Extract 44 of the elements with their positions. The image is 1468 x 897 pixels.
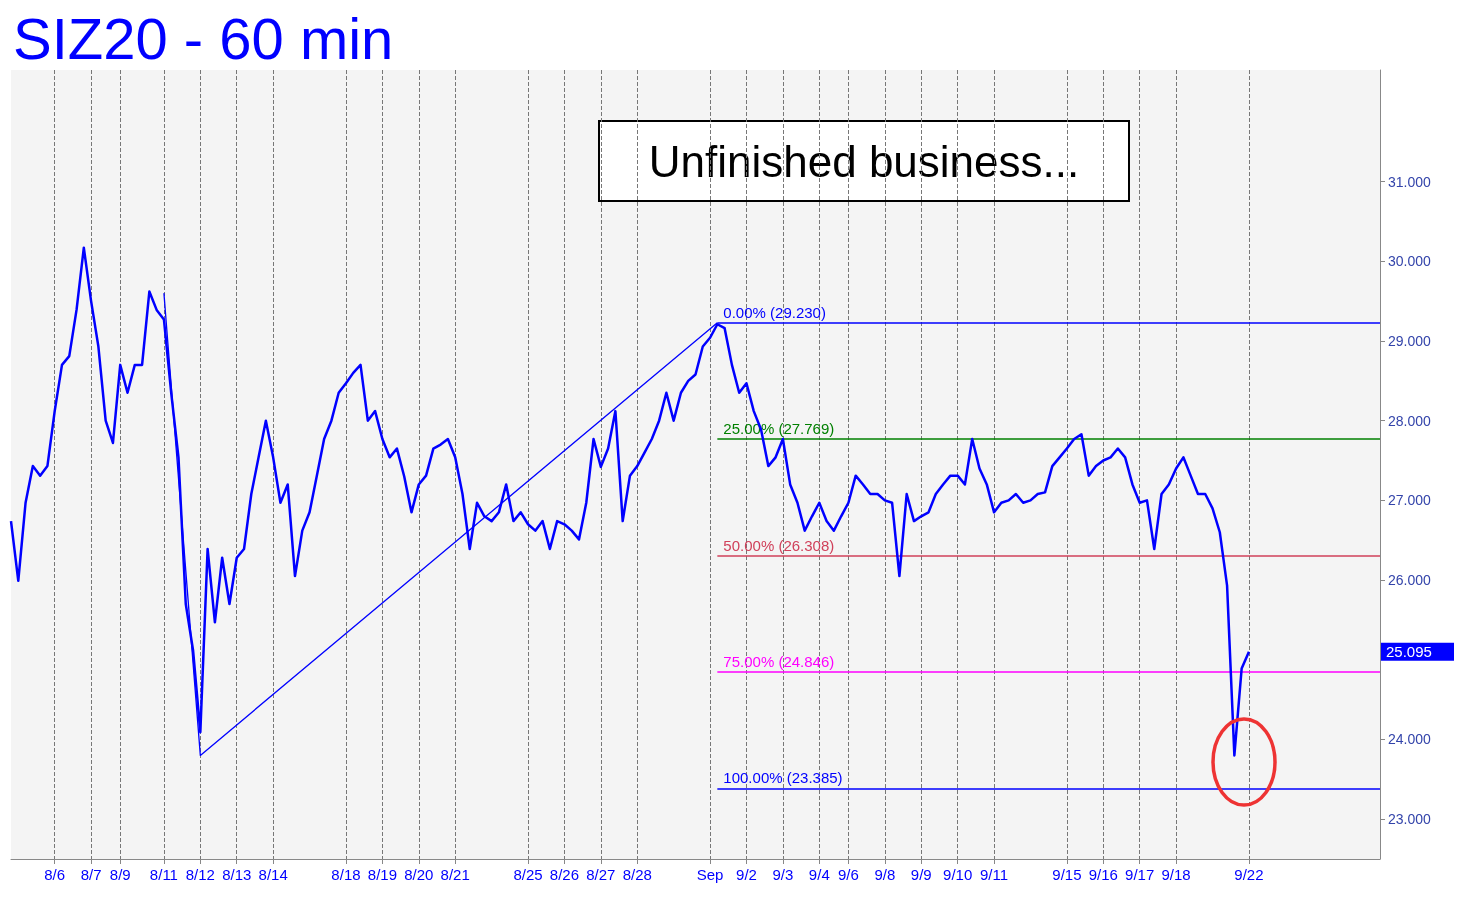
ref-line-label: 100.00% (23.385) [723, 769, 843, 787]
x-tick-label: 8/21 [440, 866, 470, 883]
ref-line-label: 0.00% (29.230) [723, 303, 826, 321]
y-tick-label: 27.000 [1388, 492, 1432, 509]
y-tick-label: 24.000 [1388, 731, 1432, 748]
x-tick-label: 9/18 [1161, 866, 1191, 883]
chart-title: SIZ20 - 60 min [13, 5, 394, 71]
x-tick-label: 8/11 [149, 866, 178, 883]
x-tick-label: 9/15 [1052, 866, 1082, 883]
x-tick-label: 8/12 [185, 866, 215, 883]
x-tick-label: 8/26 [549, 866, 580, 883]
x-tick-label: 8/20 [404, 866, 434, 883]
x-tick-label: 8/18 [331, 866, 361, 883]
y-tick-label: 28.000 [1388, 412, 1432, 429]
x-tick-label: 8/7 [80, 866, 102, 883]
x-tick-label: 9/6 [837, 866, 859, 883]
x-tick-label: 9/2 [736, 866, 757, 883]
x-tick-label: 8/28 [622, 866, 652, 883]
x-tick-label: 9/8 [874, 866, 896, 883]
x-tick-label: 9/4 [808, 866, 830, 883]
y-tick-label: 23.000 [1388, 811, 1432, 828]
y-tick-label: 30.000 [1388, 253, 1432, 270]
x-tick-label: 8/27 [586, 866, 616, 883]
x-tick-label: 8/14 [258, 866, 288, 883]
x-tick-label: 8/19 [367, 866, 397, 883]
x-tick-label: 9/11 [980, 866, 1009, 883]
y-tick-label: 29.000 [1388, 332, 1432, 349]
x-tick-label: 9/16 [1088, 866, 1118, 883]
x-tick-label: 9/17 [1125, 866, 1155, 883]
y-tick-label: 26.000 [1388, 572, 1432, 589]
x-tick-label: 8/9 [109, 866, 131, 883]
x-tick-label: 8/13 [222, 866, 252, 883]
x-tick-label: 9/9 [910, 866, 932, 883]
annotation: Unfinished business... [648, 136, 1080, 186]
x-tick-label: Sep [696, 866, 724, 883]
y-tick-label: 31.000 [1388, 173, 1432, 190]
text: 25.095 [1386, 643, 1432, 661]
ref-line-label: 75.00% (24.846) [723, 653, 835, 671]
x-tick-label: 9/3 [772, 866, 794, 883]
x-tick-label: 8/6 [44, 866, 66, 883]
x-tick-label: 8/25 [513, 866, 543, 883]
x-tick-label: 9/10 [943, 866, 973, 883]
ref-line-label: 50.00% (26.308) [723, 536, 835, 554]
x-tick-label: 9/22 [1234, 866, 1264, 883]
